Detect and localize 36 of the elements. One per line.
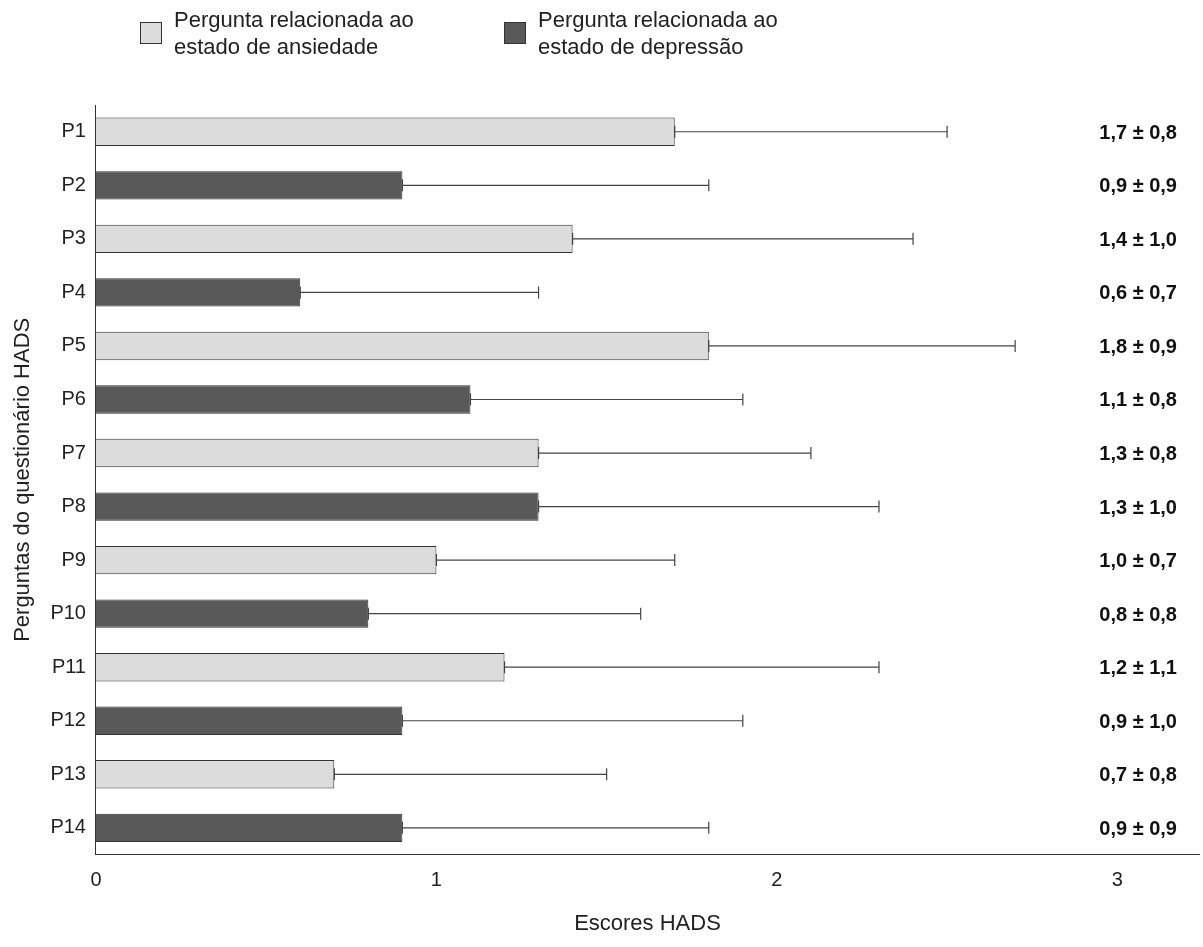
annotation: 0,9 ± 1,0 [1099, 709, 1177, 732]
y-tick-label: P12 [50, 708, 86, 731]
y-tick-label: P6 [61, 387, 86, 409]
annotation: 1,2 ± 1,1 [1099, 656, 1177, 679]
annotation: 0,8 ± 0,8 [1099, 602, 1177, 625]
y-tick-label: P11 [51, 654, 86, 677]
y-tick-label: P3 [61, 226, 86, 249]
annotation: 1,0 ± 0,7 [1099, 549, 1177, 572]
y-tick-label: P2 [61, 172, 86, 195]
y-tick-label: P1 [61, 119, 86, 142]
annotation: 1,3 ± 1,0 [1099, 495, 1177, 518]
annotation: 1,1 ± 0,8 [1099, 388, 1177, 411]
annotation: 1,4 ± 1,0 [1099, 227, 1177, 250]
x-axis-title: Escores HADS [574, 909, 721, 935]
y-tick-label: P8 [61, 494, 86, 517]
y-tick-label: P7 [61, 440, 86, 463]
annotation: 0,7 ± 0,8 [1099, 763, 1177, 786]
y-tick-label: P9 [61, 547, 86, 570]
legend-label: Pergunta relacionada ao estado de ansiedade [174, 6, 415, 60]
x-tick-label: 2 [771, 868, 783, 891]
y-tick-label: P14 [50, 815, 86, 838]
y-tick-label: P10 [50, 601, 86, 624]
annotation: 1,3 ± 0,8 [1099, 442, 1177, 465]
y-tick-label: P4 [61, 279, 86, 302]
y-tick-label: P13 [50, 761, 86, 784]
annotation: 0,6 ± 0,7 [1099, 281, 1177, 304]
annotation: 0,9 ± 0,9 [1099, 174, 1177, 197]
annotation: 0,9 ± 0,9 [1099, 816, 1177, 839]
annotation: 1,7 ± 0,8 [1099, 120, 1177, 143]
legend-label: Pergunta relacionada ao estado de depressão [538, 6, 779, 60]
y-tick-label: P5 [61, 333, 86, 356]
y-axis-title: Perguntas do questionário HADS [9, 317, 35, 642]
x-tick-label: 0 [90, 868, 102, 891]
x-tick-label: 1 [430, 868, 442, 891]
annotation: 1,8 ± 0,9 [1099, 334, 1177, 357]
x-tick-label: 3 [1111, 868, 1123, 891]
